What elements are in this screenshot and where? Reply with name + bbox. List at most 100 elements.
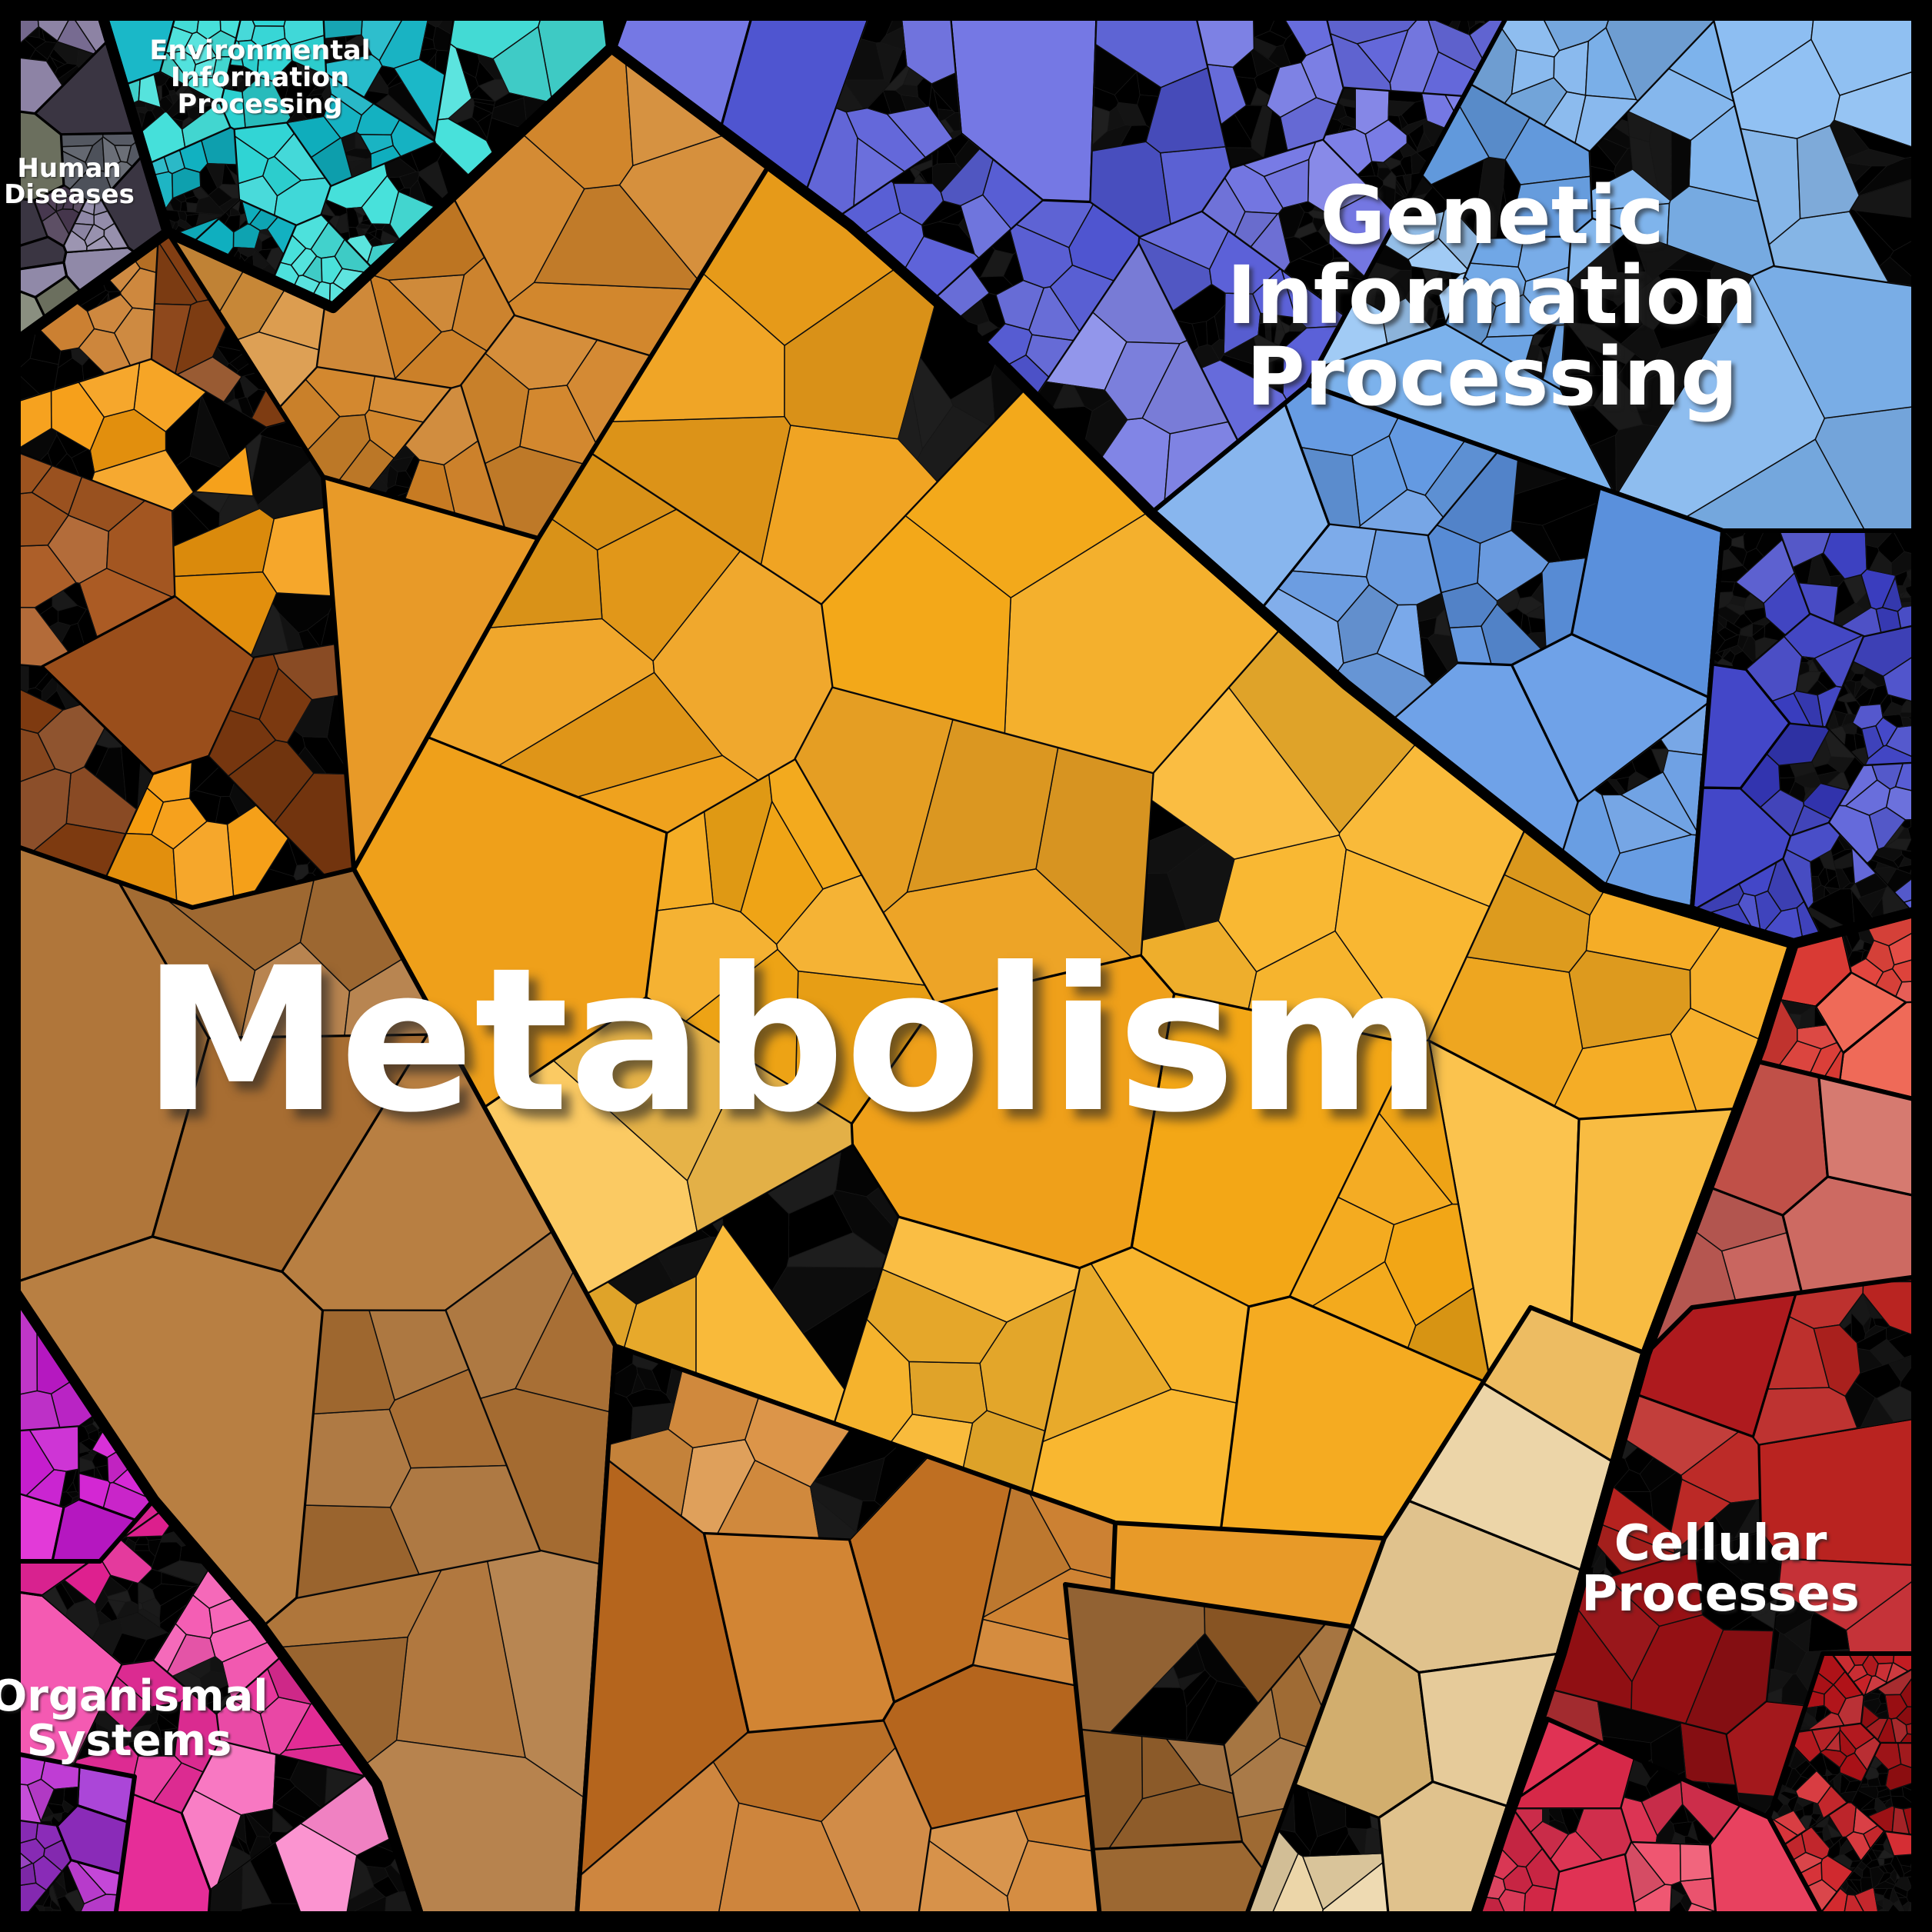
voronoi-cell — [195, 96, 205, 108]
zone-os-20-cells — [15, 1752, 136, 1917]
voronoi-cell — [850, 954, 1176, 1270]
gip-label-line1: Genetic — [1320, 168, 1664, 262]
voronoi-cell — [71, 222, 94, 242]
voronoi-cell — [1810, 15, 1917, 96]
voronoi-cell — [387, 74, 403, 89]
voronoi-cell — [1863, 1697, 1881, 1714]
voronoi-cell — [1810, 856, 1825, 877]
zone-met-4-outline — [575, 1344, 1118, 1917]
voronoi-cell — [1671, 1831, 1686, 1844]
voronoi-cell — [1883, 1863, 1895, 1874]
hd-label-line1: Human — [17, 153, 121, 184]
voronoi-cell — [1325, 15, 1422, 45]
mosaic-cells — [10, 10, 1922, 1922]
voronoi-cell — [1869, 551, 1893, 575]
voronoi-cell — [405, 455, 420, 481]
voronoi-cell — [421, 36, 435, 51]
voronoi-cell — [212, 55, 232, 90]
voronoi-cell — [31, 465, 83, 516]
voronoi-cell — [112, 1633, 147, 1665]
voronoi-cell — [294, 695, 335, 738]
voronoi-cell — [1794, 771, 1821, 788]
voronoi-cell — [368, 230, 377, 238]
voronoi-cell — [368, 1310, 469, 1401]
voronoi-cell — [892, 182, 944, 226]
voronoi-cell — [1779, 777, 1796, 795]
voronoi-cell — [434, 118, 495, 179]
voronoi-cell — [353, 207, 366, 216]
voronoi-cell — [1865, 939, 1895, 973]
voronoi-cell — [93, 200, 108, 216]
voronoi-cell — [1777, 1558, 1917, 1631]
voronoi-cell — [1093, 87, 1119, 112]
voronoi-cell — [1803, 787, 1817, 802]
zone-hd-12-cells — [15, 15, 168, 342]
voronoi-cell — [1548, 1819, 1570, 1835]
voronoi-cell — [1824, 1838, 1834, 1849]
voronoi-cell — [1751, 625, 1766, 641]
voronoi-cell — [861, 15, 895, 44]
os-label-line2: Systems — [27, 1716, 232, 1766]
voronoi-cell — [1378, 1040, 1459, 1205]
voronoi-cell — [159, 1604, 187, 1634]
voronoi-cell — [740, 801, 824, 945]
voronoi-cell — [1843, 1894, 1867, 1917]
voronoi-cell — [1542, 1808, 1550, 1825]
voronoi-cell — [918, 1840, 1011, 1917]
zone-gip-10-cells — [1690, 529, 1917, 944]
voronoi-cell — [165, 202, 174, 212]
voronoi-cell — [1799, 1006, 1815, 1029]
voronoi-cell — [1783, 848, 1814, 910]
voronoi-cell — [1840, 1773, 1859, 1782]
os-outline — [10, 1287, 425, 1922]
voronoi-cell — [1589, 143, 1617, 172]
voronoi-cell — [289, 35, 327, 76]
voronoi-cell — [1266, 62, 1317, 118]
zone-met-6-cells — [1244, 1306, 1647, 1917]
voronoi-cell — [1838, 764, 1878, 807]
voronoi-cell — [293, 864, 309, 883]
metabolism-label: Metabolism — [142, 925, 1442, 1156]
voronoi-cell — [51, 58, 65, 68]
voronoi-cell — [172, 167, 202, 199]
voronoi-cell — [174, 1692, 221, 1773]
voronoi-cell — [1424, 291, 1442, 307]
voronoi-cell — [1854, 210, 1917, 251]
voronoi-cell — [886, 105, 954, 158]
voronoi-cell — [177, 356, 242, 403]
voronoi-cell — [1877, 1872, 1892, 1885]
voronoi-cell — [1466, 874, 1591, 973]
voronoi-cell — [167, 50, 196, 82]
voronoi-cell — [235, 75, 244, 85]
voronoi-cell — [15, 371, 40, 402]
voronoi-cell — [1114, 72, 1141, 105]
voronoi-cell — [359, 134, 394, 155]
zone-cp-17-cells — [1767, 1652, 1917, 1917]
voronoi-cell — [1793, 690, 1824, 728]
voronoi-cell — [1613, 271, 1653, 307]
voronoi-cell — [1629, 136, 1659, 191]
voronoi-cell — [1808, 660, 1819, 672]
voronoi-cell — [1860, 724, 1884, 760]
voronoi-cell — [93, 210, 115, 231]
voronoi-cell — [1814, 635, 1864, 688]
voronoi-cell — [1824, 886, 1840, 894]
voronoi-cell — [174, 571, 278, 656]
voronoi-cell — [460, 352, 530, 465]
voronoi-cell — [1594, 779, 1621, 795]
voronoi-cell — [1309, 1825, 1349, 1857]
voronoi-cell — [1900, 590, 1911, 598]
voronoi-cell — [1608, 761, 1637, 780]
voronoi-cell — [1844, 1780, 1862, 1793]
voronoi-cell — [119, 267, 157, 311]
zone-gip-9-cells — [1150, 383, 1724, 909]
voronoi-cell — [853, 137, 905, 207]
voronoi-cell — [381, 224, 400, 240]
voronoi-cell — [389, 1464, 541, 1575]
zone-gip-8-cells — [1306, 15, 1917, 532]
voronoi-cell — [172, 502, 210, 547]
voronoi-cell — [1796, 1797, 1814, 1807]
voronoi-cell — [62, 582, 88, 610]
voronoi-cell — [359, 219, 372, 226]
